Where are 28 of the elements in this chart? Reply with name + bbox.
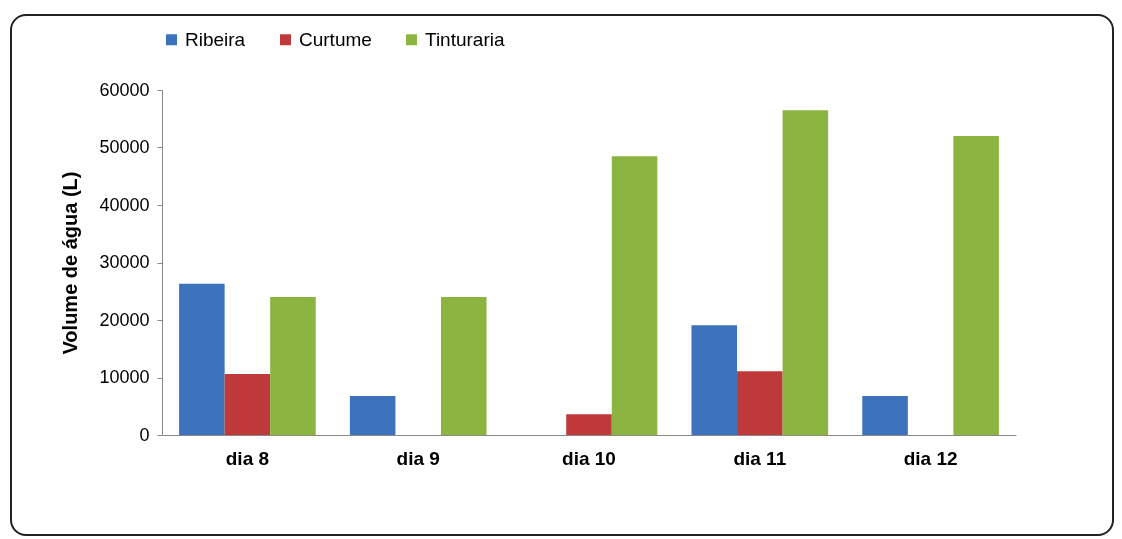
y-tick-label: 50000 — [99, 137, 150, 157]
y-tick-label: 60000 — [99, 79, 150, 100]
y-tick-label: 40000 — [99, 194, 150, 215]
legend-label: Ribeira — [185, 28, 246, 50]
x-tick-label: dia 12 — [903, 447, 958, 469]
legend-label: Curtume — [299, 28, 372, 50]
bar — [953, 136, 999, 435]
x-tick-label: dia 8 — [225, 447, 270, 469]
bar — [566, 414, 612, 435]
legend-label: Tinturaria — [425, 28, 505, 50]
y-tick-label: 0 — [139, 424, 150, 445]
y-tick-label: 30000 — [99, 252, 150, 272]
bar — [270, 297, 316, 435]
bar — [691, 325, 738, 435]
bar — [862, 395, 908, 435]
bar — [349, 395, 396, 435]
bar — [440, 297, 487, 435]
bar — [179, 283, 225, 435]
bar — [224, 374, 271, 435]
x-tick-label: dia 11 — [733, 447, 787, 469]
x-tick-label: dia 10 — [562, 447, 616, 469]
y-tick-label: 10000 — [99, 367, 150, 387]
bar — [782, 110, 829, 435]
x-tick-label: dia 9 — [396, 447, 440, 469]
y-tick-label: 20000 — [99, 309, 150, 330]
y-axis-title: Volume de água (L) — [59, 171, 82, 355]
bar — [611, 156, 658, 435]
bar — [737, 371, 783, 435]
